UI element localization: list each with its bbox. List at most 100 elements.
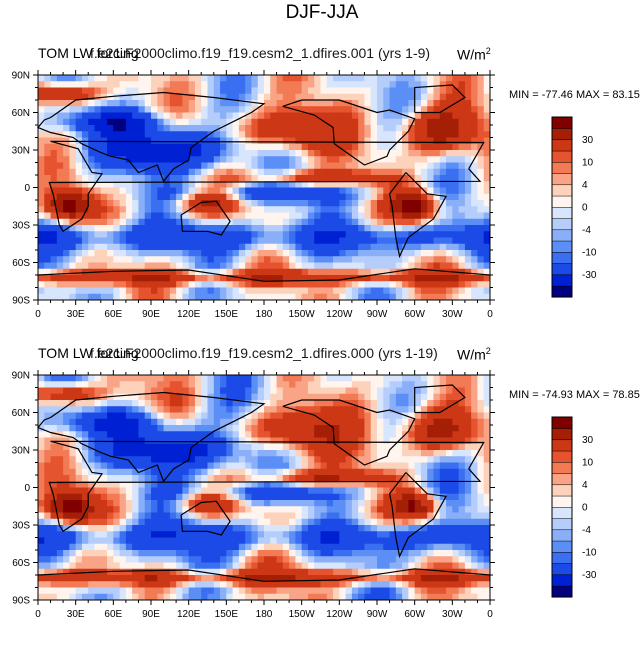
field-cell [57,263,64,270]
field-cell [201,494,208,501]
field-cell [396,444,403,451]
field-cell [390,438,397,445]
field-cell [113,94,120,101]
field-cell [346,500,353,507]
field-cell [477,388,484,395]
field-cell [120,288,127,295]
field-cell [277,131,284,138]
field-cell [358,494,365,501]
field-cell [120,519,127,526]
field-cell [352,475,359,482]
field-cell [220,256,227,263]
field-cell [201,531,208,538]
field-cell [421,550,428,557]
field-cell [51,406,58,413]
field-cell [132,175,139,182]
field-cell [220,131,227,138]
field-cell [383,531,390,538]
field-cell [484,419,491,426]
field-cell [302,438,309,445]
field-cell [421,250,428,257]
field-cell [452,513,459,520]
field-cell [201,88,208,95]
field-cell [465,169,472,176]
field-cell [327,238,334,245]
field-cell [113,269,120,276]
field-cell [314,556,321,563]
field-cell [427,544,434,551]
field-cell [214,388,221,395]
field-cell [377,488,384,495]
field-cell [44,138,51,145]
field-cell [459,181,466,188]
field-cell [314,269,321,276]
field-cell [76,475,83,482]
field-cell [226,444,233,451]
field-cell [302,175,309,182]
field-cell [327,75,334,82]
field-cell [371,100,378,107]
field-cell [352,231,359,238]
field-cell [38,456,45,463]
field-cell [95,538,102,545]
field-cell [377,425,384,432]
field-cell [120,375,127,382]
field-cell [440,544,447,551]
field-cell [51,544,58,551]
field-cell [164,244,171,251]
field-cell [157,75,164,82]
x-tick-label: 150E [215,309,239,320]
field-cell [145,150,152,157]
field-cell [295,456,302,463]
field-cell [132,256,139,263]
field-cell [459,138,466,145]
field-cell [270,138,277,145]
field-cell [107,381,114,388]
field-cell [138,231,145,238]
field-cell [164,150,171,157]
field-cell [327,513,334,520]
field-cell [189,75,196,82]
field-cell [226,125,233,132]
field-cell [57,419,64,426]
field-cell [189,500,196,507]
field-cell [471,219,478,226]
field-cell [427,131,434,138]
field-cell [88,156,95,163]
field-cell [170,225,177,232]
field-cell [38,206,45,213]
field-cell [95,263,102,270]
field-cell [132,263,139,270]
field-cell [220,469,227,476]
field-cell [408,94,415,101]
colorbar-label: 30 [582,135,594,146]
field-cell [151,538,158,545]
field-cell [446,188,453,195]
field-cell [195,244,202,251]
field-cell [113,263,120,270]
field-cell [239,406,246,413]
field-cell [157,269,164,276]
field-cell [421,494,428,501]
field-cell [113,244,120,251]
field-cell [226,156,233,163]
field-cell [434,450,441,457]
field-cell [145,194,152,201]
field-cell [170,125,177,132]
field-cell [258,388,265,395]
field-cell [151,100,158,107]
field-cell [76,250,83,257]
field-cell [44,400,51,407]
field-cell [151,494,158,501]
field-cell [182,550,189,557]
field-cell [327,225,334,232]
field-cell [239,75,246,82]
field-cell [88,206,95,213]
field-cell [471,500,478,507]
field-cell [226,150,233,157]
field-cell [195,100,202,107]
field-cell [189,250,196,257]
field-cell [377,494,384,501]
field-cell [402,488,409,495]
field-cell [277,144,284,151]
